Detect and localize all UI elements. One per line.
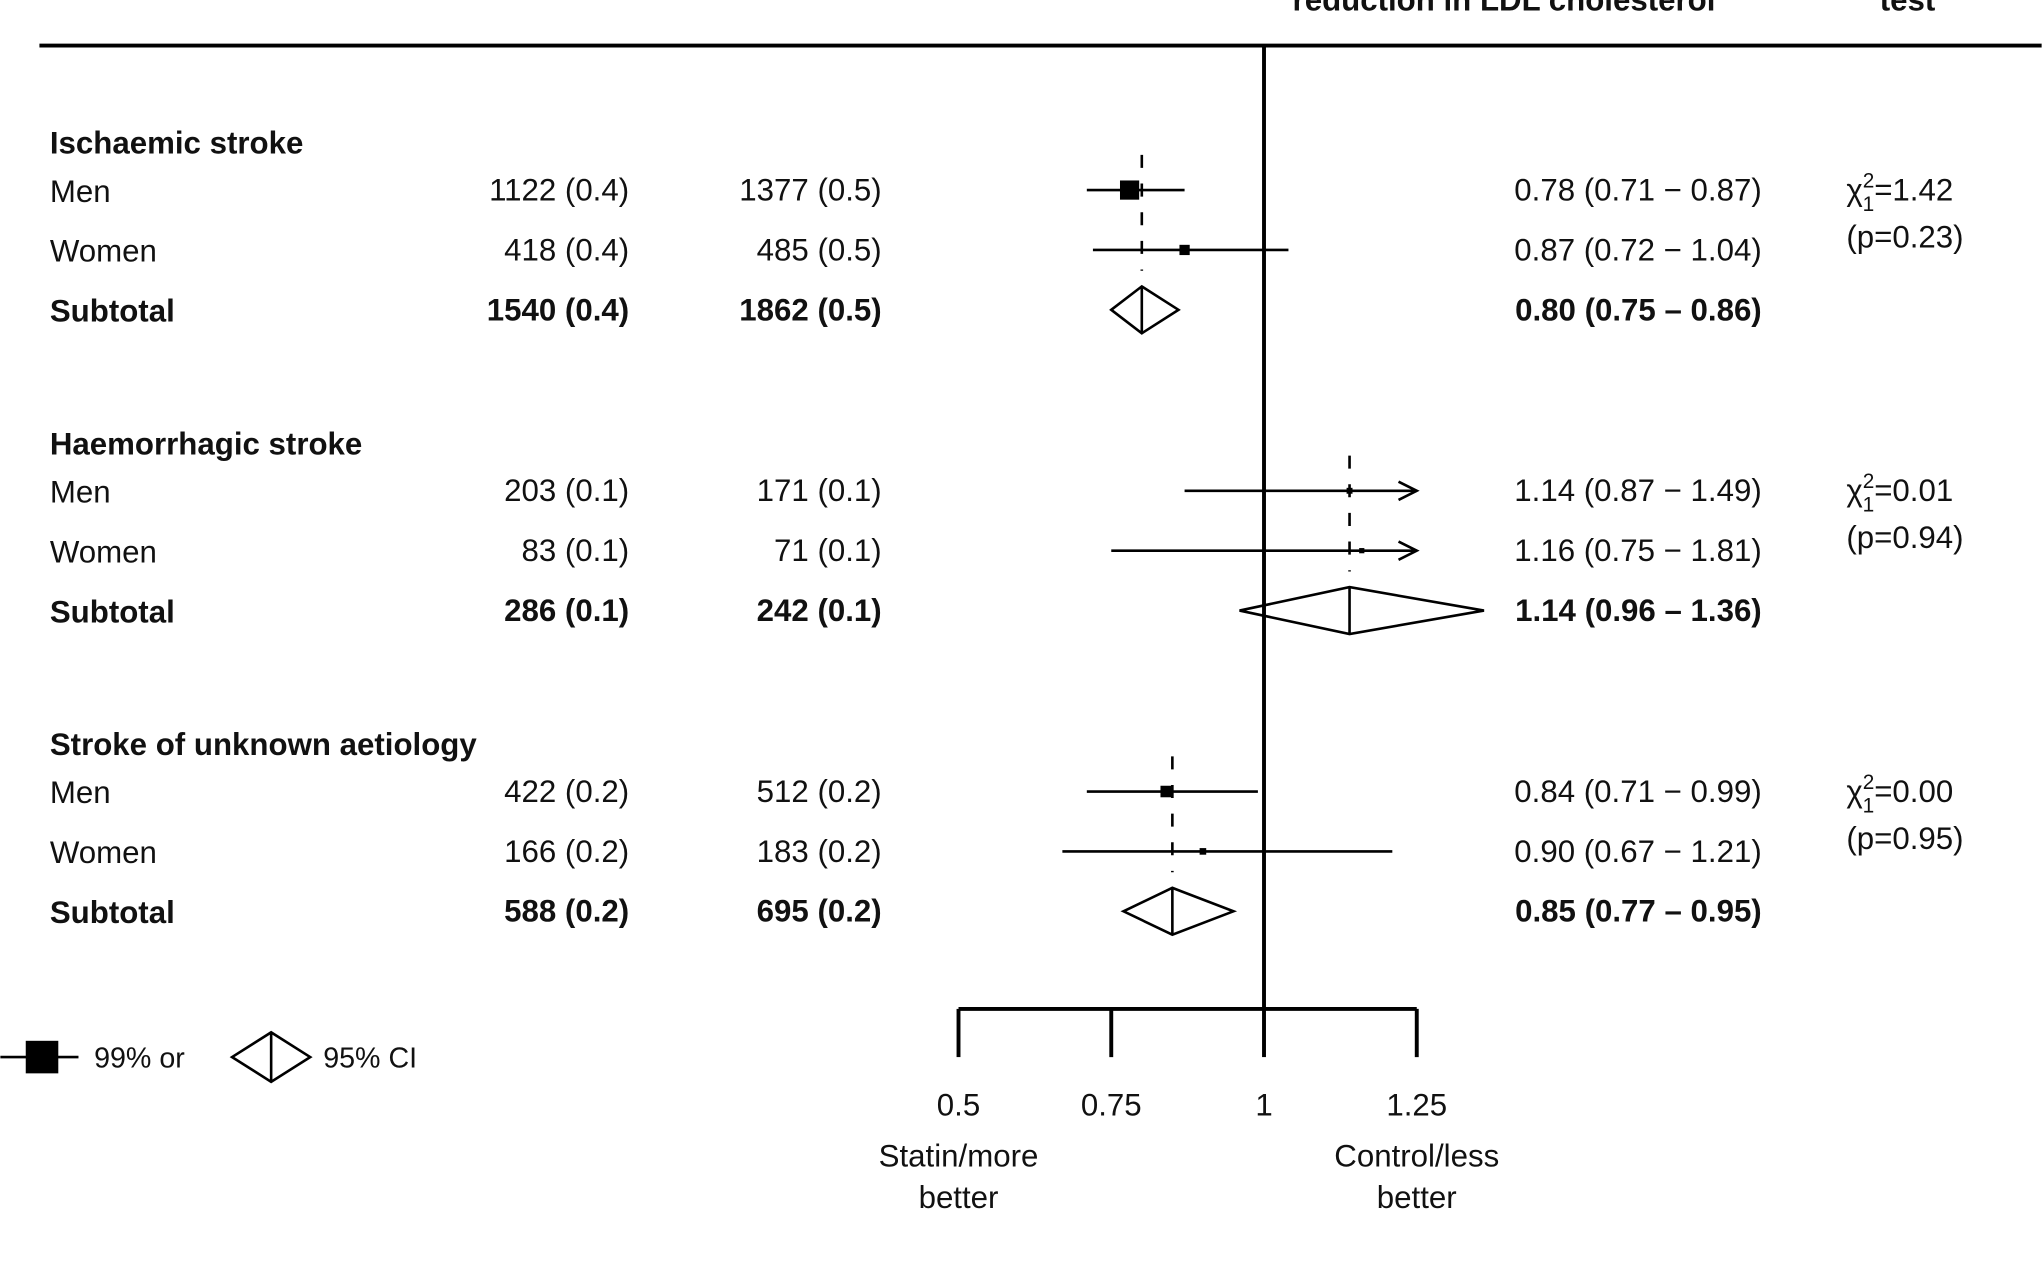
control-events: 171 (0.1) <box>757 473 882 508</box>
statin-events: 166 (0.2) <box>504 834 629 869</box>
subtotal-diamond <box>1239 585 1485 636</box>
control-events: 1377 (0.5) <box>739 172 881 207</box>
estimate-square <box>1359 548 1365 554</box>
estimate-label: 1.14 (0.96 – 1.36) <box>1515 593 1762 628</box>
control-events: 1862 (0.5) <box>739 292 881 327</box>
test-sup: 2 <box>1863 771 1875 794</box>
statin-events: 588 (0.2) <box>504 894 629 929</box>
ci-arrow <box>1397 540 1420 561</box>
x-direction-label: better <box>919 1180 999 1215</box>
row-label: Subtotal <box>50 594 175 629</box>
test-stat: =0.00 <box>1874 774 1953 809</box>
row-label: Women <box>50 234 157 269</box>
estimate-square <box>1160 785 1173 798</box>
test-statistic: χ2 1=0.01 <box>1846 470 1953 516</box>
estimate-label: 0.87 (0.72 − 1.04) <box>1514 232 1761 267</box>
test-p: (p=0.23) <box>1846 219 1963 254</box>
test-stat: =0.01 <box>1874 473 1953 508</box>
control-events: 695 (0.2) <box>757 894 882 929</box>
statin-events: 203 (0.1) <box>504 473 629 508</box>
legend-square <box>25 1040 59 1074</box>
ci-arrow <box>1397 480 1420 502</box>
estimate-label: 0.78 (0.71 − 0.87) <box>1514 172 1761 207</box>
estimate-square <box>1199 848 1207 855</box>
test-sup: 2 <box>1863 470 1875 493</box>
legend-label: 99% or <box>94 1043 185 1075</box>
statin-events: 83 (0.1) <box>521 533 629 568</box>
estimate-label: 0.85 (0.77 – 0.95) <box>1515 894 1762 929</box>
control-events: 485 (0.5) <box>757 232 882 267</box>
statin-events: 1540 (0.4) <box>487 292 629 327</box>
row-label: Men <box>50 174 111 209</box>
test-sub: 1 <box>1863 193 1875 216</box>
x-tick-label: 0.75 <box>1081 1088 1142 1123</box>
test-sub: 1 <box>1863 494 1875 517</box>
test-stat: =1.42 <box>1874 172 1953 207</box>
legend-label: 95% CI <box>323 1043 417 1075</box>
estimate-square <box>1119 180 1140 200</box>
subtotal-diamond <box>1120 886 1238 937</box>
group-title: Haemorrhagic stroke <box>50 426 362 461</box>
test-sub: 1 <box>1863 794 1875 817</box>
row-label: Men <box>50 475 111 510</box>
x-tick-label: 1.25 <box>1386 1088 1447 1123</box>
subtotal-diamond <box>1109 284 1181 335</box>
control-events: 512 (0.2) <box>757 774 882 809</box>
statin-events: 422 (0.2) <box>504 774 629 809</box>
statin-events: 1122 (0.4) <box>489 172 629 207</box>
x-direction-label: better <box>1377 1180 1457 1215</box>
estimate-label: 0.80 (0.75 – 0.86) <box>1515 292 1762 327</box>
estimate-label: 0.90 (0.67 − 1.21) <box>1514 834 1761 869</box>
row-label: Subtotal <box>50 895 175 930</box>
estimate-label: 0.84 (0.71 − 0.99) <box>1514 774 1761 809</box>
column-header: reduction in LDL cholesterol <box>1293 0 1716 17</box>
group-title: Ischaemic stroke <box>50 126 304 161</box>
test-symbol: χ <box>1846 172 1863 207</box>
column-header: test <box>1880 0 1936 17</box>
x-tick-label: 1 <box>1255 1088 1272 1123</box>
estimate-square <box>1346 487 1353 494</box>
x-direction-label: Statin/more <box>879 1138 1039 1173</box>
test-symbol: χ <box>1846 473 1863 508</box>
control-events: 71 (0.1) <box>774 533 882 568</box>
test-symbol: χ <box>1846 774 1863 809</box>
control-events: 183 (0.2) <box>757 834 882 869</box>
row-label: Men <box>50 775 111 810</box>
test-statistic: χ2 1=1.42 <box>1846 169 1953 215</box>
x-direction-label: Control/less <box>1334 1138 1499 1173</box>
estimate-label: 1.14 (0.87 − 1.49) <box>1514 473 1761 508</box>
statin-events: 286 (0.1) <box>504 593 629 628</box>
statin-events: 418 (0.4) <box>504 232 629 267</box>
x-tick-label: 0.5 <box>937 1088 980 1123</box>
test-sup: 2 <box>1863 169 1875 192</box>
control-events: 242 (0.1) <box>757 593 882 628</box>
group-title: Stroke of unknown aetiology <box>50 727 478 762</box>
estimate-square <box>1179 244 1190 256</box>
test-p: (p=0.94) <box>1846 520 1963 555</box>
test-statistic: χ2 1=0.00 <box>1846 771 1953 817</box>
estimate-label: 1.16 (0.75 − 1.81) <box>1514 533 1761 568</box>
test-p: (p=0.95) <box>1846 821 1963 856</box>
row-label: Women <box>50 835 157 870</box>
row-label: Women <box>50 534 157 569</box>
row-label: Subtotal <box>50 294 175 329</box>
